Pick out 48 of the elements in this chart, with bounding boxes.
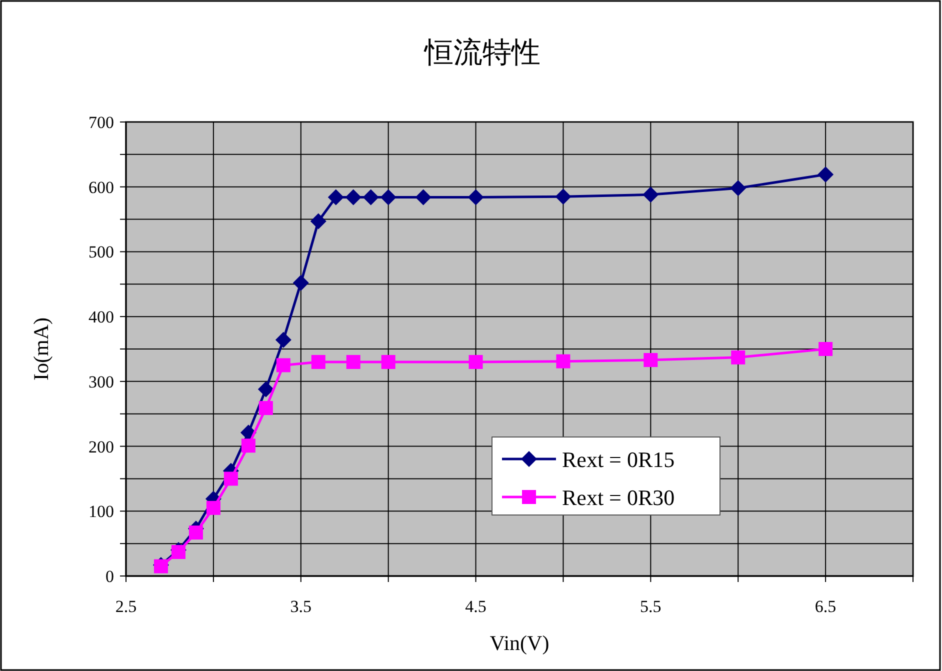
- y-tick-label: 200: [88, 437, 114, 456]
- legend-label: Rext = 0R15: [562, 447, 675, 472]
- y-tick-label: 400: [88, 308, 114, 327]
- point: [188, 526, 203, 540]
- point: [346, 354, 360, 369]
- point: [258, 381, 274, 398]
- y-tick-label: 700: [88, 113, 114, 132]
- y-axis-title: Io(mA): [29, 318, 53, 380]
- legend-label: Rext = 0R30: [562, 485, 675, 510]
- x-tick-label: 2.5: [115, 597, 137, 616]
- point: [311, 354, 326, 369]
- point: [258, 401, 273, 416]
- x-tick-label: 6.5: [814, 597, 836, 616]
- point: [292, 274, 309, 291]
- point: [818, 166, 834, 183]
- point: [362, 189, 379, 206]
- point: [556, 354, 570, 368]
- point: [381, 354, 396, 369]
- point: [154, 559, 168, 574]
- point: [276, 358, 290, 372]
- point: [642, 186, 659, 203]
- point: [275, 332, 292, 348]
- point: [468, 189, 484, 206]
- point: [241, 438, 256, 453]
- point: [206, 500, 220, 515]
- y-tick-label: 100: [88, 502, 114, 522]
- chart-title: 恒流特性: [424, 37, 540, 69]
- point: [730, 180, 746, 196]
- point: [415, 189, 432, 206]
- point: [644, 353, 658, 368]
- point: [731, 350, 746, 364]
- point: [328, 189, 344, 206]
- point: [171, 545, 186, 560]
- y-tick-label: 0: [106, 567, 114, 586]
- point: [468, 354, 483, 369]
- y-tick-label: 600: [88, 178, 114, 197]
- x-tick-label: 5.5: [640, 597, 662, 616]
- y-tick-label: 500: [88, 242, 114, 262]
- point: [345, 189, 362, 206]
- point: [310, 213, 326, 230]
- point: [818, 342, 833, 356]
- x-axis-title: Vin(V): [490, 631, 550, 655]
- point: [555, 188, 572, 205]
- point: [380, 189, 396, 206]
- y-tick-label: 300: [88, 372, 114, 392]
- x-tick-label: 3.5: [290, 597, 312, 616]
- point: [224, 472, 238, 486]
- x-tick-label: 4.5: [465, 597, 486, 616]
